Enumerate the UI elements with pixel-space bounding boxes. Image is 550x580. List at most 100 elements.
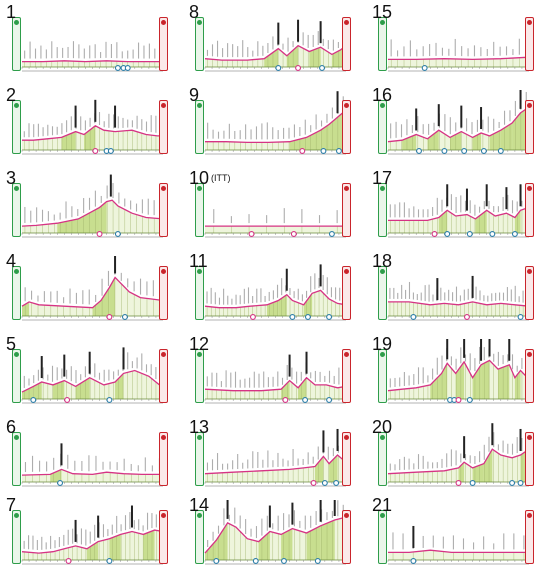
gpm-marker-icon [421,65,428,71]
sprint-marker-icon [282,397,289,403]
km-label-row [205,563,346,565]
place-label [145,121,148,132]
place-label [107,270,110,286]
stage-panel-19: 19 [368,334,538,415]
start-tag [195,183,204,237]
place-label [493,118,495,131]
start-tag [12,349,21,403]
place-label [217,131,220,139]
stage-number: 6 [6,417,16,437]
place-label [310,276,312,293]
place-label [214,292,216,305]
place-label [479,451,481,463]
place-label [137,42,140,59]
place-label [493,206,495,213]
place-label [210,287,212,304]
profile-line [204,44,347,61]
place-label [113,114,115,129]
place-label [304,515,306,530]
place-label [444,292,446,301]
start-tag [195,17,204,71]
place-label [124,515,127,531]
place-label [483,444,485,460]
place-label [239,130,241,140]
gpm-marker-icon [326,314,333,320]
place-label [401,284,403,299]
start-dot-icon [380,352,385,357]
place-label [518,38,520,55]
place-label [98,372,101,380]
place-label [337,42,339,49]
finish-dot-icon [527,186,532,191]
place-label [223,288,225,305]
place-label [413,206,415,218]
place-label [516,437,518,454]
place-label [399,459,401,471]
place-label [222,48,224,58]
elevation-profile-12 [204,351,347,404]
place-label [339,287,341,301]
stage-panel-18: 18 [368,251,538,332]
place-label [463,289,465,301]
place-label [94,190,96,207]
finish-tag [342,510,351,564]
place-label [67,454,69,469]
place-label [133,520,135,530]
summit-label [130,505,133,528]
place-label [80,374,82,381]
place-label [436,197,438,215]
place-label [227,295,229,305]
place-label [227,43,229,58]
place-label [56,290,58,303]
profile-line [21,369,164,393]
start-tag [195,100,204,154]
stage-number-text: 1 [6,2,17,22]
climb-segment [216,522,228,560]
place-label [255,526,258,539]
place-label [403,202,405,218]
place-label [95,294,97,302]
summit-label [319,264,322,287]
place-label [523,535,525,550]
stage-number: 14 [189,495,209,515]
climb-segment [500,122,513,150]
place-label [47,124,49,136]
gpm-marker-icon [328,231,335,237]
place-label [147,198,149,215]
climb-segment [309,47,321,67]
profile-line [387,106,530,143]
elevation-profile-8 [204,19,347,72]
place-label [409,40,411,57]
place-label [127,278,129,288]
place-label [412,292,414,300]
gpm-marker-icon [252,558,259,564]
summit-label [336,91,339,114]
place-label [206,291,208,304]
place-label [322,38,324,46]
km-label-row [388,70,529,72]
place-label [511,200,514,214]
finish-tag [159,17,168,71]
place-label [336,210,338,224]
profile-area [205,455,346,482]
place-label [397,50,399,57]
stage-number: 1 [6,2,16,22]
elevation-profile-14 [204,500,347,565]
place-label [454,38,456,56]
place-label [276,284,279,298]
place-label [483,201,485,210]
place-label [473,45,476,57]
place-label [459,295,461,302]
place-label [503,533,505,550]
place-label [330,287,332,298]
place-label [283,208,285,224]
place-label [151,513,153,529]
place-label [315,511,317,526]
stage-panel-3: 3 [2,168,172,249]
place-label [464,200,467,212]
finish-dot-icon [161,103,166,108]
finish-tag [342,100,351,154]
place-label [257,451,259,468]
place-label [450,194,452,211]
profile-area [388,550,529,560]
